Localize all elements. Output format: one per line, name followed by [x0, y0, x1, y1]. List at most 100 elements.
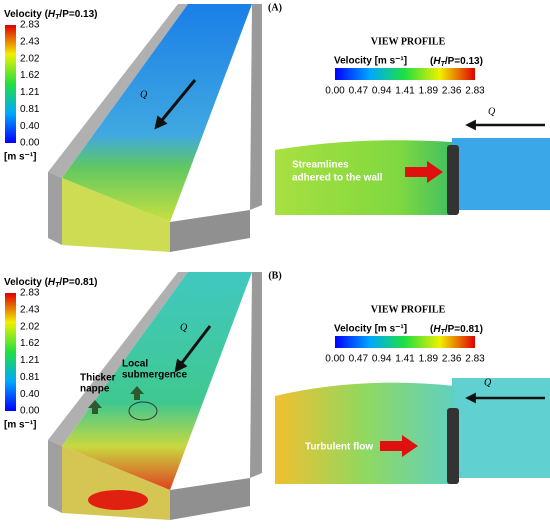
param-sub: T — [441, 61, 446, 68]
annotation: nappe — [80, 384, 110, 395]
param-suffix: /P=0.13) — [59, 9, 97, 20]
channel-side — [170, 210, 250, 252]
profile-heading: VIEW PROFILE — [371, 36, 446, 47]
profile-colorbar-tick-label: 1.41 — [395, 86, 415, 97]
colorbar-tick-label: 2.02 — [20, 53, 40, 64]
profile-colorbar-tick-label: 2.83 — [465, 354, 485, 365]
colorbar-tick-label: 2.43 — [20, 36, 40, 47]
param-label: Velocity (HT/P=0.13) — [4, 9, 98, 21]
param-prefix: Velocity ( — [4, 9, 49, 20]
colorbar-tick-label: 0.81 — [20, 104, 40, 115]
param-prefix: Velocity ( — [4, 277, 49, 288]
param-label: (HT/P=0.13) — [430, 56, 483, 68]
colorbar-tick-label: 2.02 — [20, 321, 40, 332]
channel-left-wall — [48, 4, 188, 178]
param-prefix: ( — [430, 324, 434, 335]
profile-flow — [275, 140, 452, 215]
profile-colorbar-tick-label: 0.47 — [349, 354, 369, 365]
profile-colorbar-tick-label: 0.00 — [325, 354, 345, 365]
profile-tail — [452, 138, 550, 210]
profile-colorbar-title: Velocity [m s⁻¹] — [334, 324, 407, 335]
colorbar-tick-label: 1.21 — [20, 87, 40, 98]
arrow-head — [174, 358, 188, 373]
channel-front — [48, 440, 62, 513]
outlet-jet — [88, 490, 148, 510]
profile-flow-label: Q — [488, 106, 496, 117]
channel-side — [170, 478, 250, 520]
arrow-shaft — [176, 325, 212, 369]
channel-right-wall — [250, 4, 262, 210]
channel-outlet — [62, 178, 170, 252]
profile-arrow — [380, 435, 418, 457]
arrow-shaft — [156, 79, 197, 126]
annotation: Local — [122, 359, 148, 370]
submergence-marker — [128, 401, 158, 421]
param-suffix: /P=0.81) — [59, 277, 97, 288]
profile-colorbar — [335, 336, 475, 348]
profile-tail — [452, 378, 550, 478]
arrow-head — [465, 119, 476, 131]
profile-annotation: Turbulent flow — [305, 442, 373, 453]
colorbar-tick-label: 1.62 — [20, 338, 40, 349]
annotation: submergence — [122, 370, 187, 381]
annotation-arrow — [88, 400, 102, 414]
colorbar-unit: [m s⁻¹] — [4, 420, 37, 431]
annotation-arrow — [130, 386, 144, 400]
profile-colorbar-title: Velocity [m s⁻¹] — [334, 56, 407, 67]
param-suffix: /P=0.13) — [445, 56, 483, 67]
colorbar-tick-label: 1.21 — [20, 355, 40, 366]
param-var: H — [433, 56, 441, 67]
profile-annotation: Streamlines — [292, 160, 349, 171]
profile-colorbar — [335, 68, 475, 80]
colorbar-unit: [m s⁻¹] — [4, 152, 37, 163]
panel-tag: (A) — [268, 2, 282, 13]
channel-floor — [62, 272, 252, 490]
profile-colorbar-tick-label: 2.83 — [465, 86, 485, 97]
profile-annotation: adhered to the wall — [292, 173, 383, 184]
param-var: H — [48, 9, 56, 20]
colorbar-tick-label: 0.40 — [20, 389, 40, 400]
channel-floor — [62, 4, 252, 222]
profile-flow-label: Q — [484, 377, 492, 388]
colorbar-tick-label: 2.43 — [20, 304, 40, 315]
profile-colorbar-tick-label: 1.41 — [395, 354, 415, 365]
colorbar-tick-label: 0.40 — [20, 121, 40, 132]
colorbar-tick-label: 0.00 — [20, 406, 40, 417]
flow-label: Q — [140, 89, 148, 100]
param-sub: T — [441, 329, 446, 336]
channel-left-wall — [48, 272, 188, 446]
colorbar — [5, 25, 16, 143]
colorbar-tick-label: 0.00 — [20, 138, 40, 149]
channel-front — [48, 172, 62, 245]
profile-colorbar-tick-label: 0.94 — [372, 86, 392, 97]
param-var: H — [48, 277, 56, 288]
profile-colorbar-tick-label: 0.94 — [372, 354, 392, 365]
profile-colorbar-tick-label: 0.00 — [325, 86, 345, 97]
channel-right-wall — [250, 272, 262, 478]
profile-heading: VIEW PROFILE — [371, 304, 446, 315]
param-suffix: /P=0.81) — [445, 324, 483, 335]
profile-arrow — [405, 161, 443, 183]
param-sub: T — [55, 14, 60, 21]
profile-colorbar-tick-label: 2.36 — [442, 86, 462, 97]
colorbar-tick-label: 2.83 — [20, 20, 40, 31]
profile-colorbar-tick-label: 2.36 — [442, 354, 462, 365]
panel-tag: (B) — [268, 270, 281, 281]
colorbar-tick-label: 0.81 — [20, 372, 40, 383]
param-var: H — [433, 324, 441, 335]
param-prefix: ( — [430, 56, 434, 67]
param-label: Velocity (HT/P=0.81) — [4, 277, 98, 289]
profile-colorbar-tick-label: 1.89 — [419, 86, 439, 97]
profile-colorbar-tick-label: 1.89 — [419, 354, 439, 365]
colorbar-tick-label: 1.62 — [20, 70, 40, 81]
profile-wall — [447, 145, 459, 215]
arrow-head — [465, 392, 476, 404]
colorbar — [5, 293, 16, 411]
param-label: (HT/P=0.81) — [430, 324, 483, 336]
annotation: Thicker — [80, 373, 116, 384]
profile-colorbar-tick-label: 0.47 — [349, 86, 369, 97]
